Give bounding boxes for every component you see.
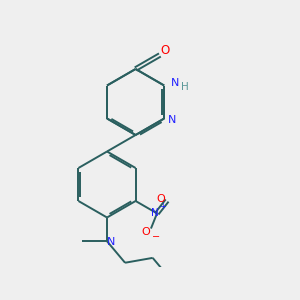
Text: H: H	[181, 82, 188, 92]
Text: +: +	[160, 202, 167, 211]
Text: O: O	[160, 44, 170, 56]
Text: N: N	[107, 237, 115, 247]
Text: N: N	[171, 78, 179, 88]
Text: N: N	[168, 115, 177, 125]
Text: N: N	[151, 208, 158, 218]
Text: O: O	[156, 194, 165, 204]
Text: O: O	[142, 227, 150, 237]
Text: −: −	[152, 232, 160, 242]
